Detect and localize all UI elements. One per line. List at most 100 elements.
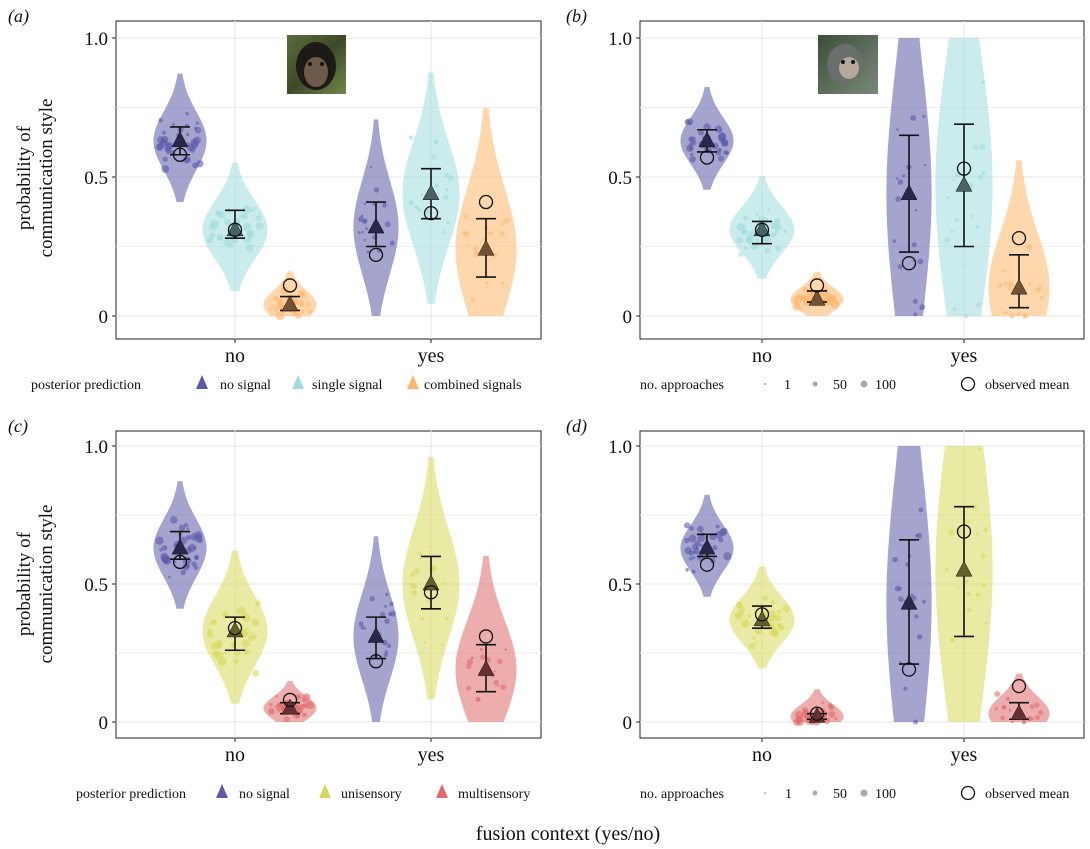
approach-point-single_signal <box>250 208 254 212</box>
observed-mean-multisensory-yes <box>478 629 494 644</box>
approach-point-combined_signals <box>307 309 313 314</box>
approach-point-no_signal <box>922 599 926 604</box>
approach-point-no_signal <box>899 661 902 664</box>
approach-point-single_signal <box>430 154 436 160</box>
approach-point-no_signal <box>714 125 723 133</box>
posterior-mean-no_signal-yes <box>900 184 918 200</box>
approach-point-no_signal <box>916 634 923 640</box>
approach-point-multisensory <box>1021 719 1027 725</box>
x-tick-label: no <box>752 744 772 766</box>
approach-point-no_signal <box>191 561 197 567</box>
approach-point-combined_signals <box>1035 287 1041 293</box>
legend-posterior-title: posterior prediction <box>31 378 141 393</box>
approach-point-single_signal <box>736 223 745 231</box>
observed-mean-no_signal-no <box>699 557 715 572</box>
approach-point-combined_signals <box>998 283 1003 288</box>
approach-point-combined_signals <box>488 231 493 236</box>
approach-point-no_signal <box>373 187 380 193</box>
approach-point-combined_signals <box>300 300 305 305</box>
approach-point-unisensory <box>244 649 250 655</box>
approach-point-multisensory <box>275 694 279 698</box>
approach-point-no_signal <box>897 264 903 270</box>
approach-point-single_signal <box>755 212 759 216</box>
approach-point-single_signal <box>767 208 771 212</box>
approach-point-unisensory <box>445 616 450 621</box>
approach-point-single_signal <box>216 211 222 217</box>
approach-point-combined_signals <box>798 307 803 311</box>
approach-point-no_signal <box>910 595 917 601</box>
approach-point-no_signal <box>363 218 368 223</box>
panel-d: (d) 0 0.5 1.0 no yes <box>566 416 1085 766</box>
approach-point-multisensory <box>496 684 500 688</box>
approach-point-no_signal <box>389 240 395 246</box>
approach-point-no_signal <box>361 230 364 234</box>
panel-c: (c) 0 0.5 1.0 no yes <box>8 416 542 766</box>
approach-point-no_signal <box>902 174 906 178</box>
approach-point-combined_signals <box>468 243 471 247</box>
approach-point-no_signal <box>691 569 696 574</box>
x-tick-label: no <box>752 345 772 367</box>
approach-point-no_signal <box>358 621 364 627</box>
approach-point-multisensory <box>1005 696 1011 702</box>
violin-combined_signals-yes <box>455 108 517 316</box>
posterior-mean-no_signal-no <box>171 538 189 555</box>
approach-point-multisensory <box>475 696 481 703</box>
approach-point-combined_signals <box>1028 282 1032 286</box>
approach-point-no_signal <box>384 604 388 608</box>
approach-point-single_signal <box>444 173 449 178</box>
x-tick-label: yes <box>418 345 445 367</box>
y-tick-label: 1.0 <box>84 29 108 50</box>
legend-size-100-dot <box>860 789 868 797</box>
legend-approaches-title: no. approaches <box>640 378 724 393</box>
approach-point-no_signal <box>684 119 690 125</box>
approach-point-combined_signals <box>500 222 504 226</box>
approach-point-no_signal <box>910 115 917 121</box>
approach-point-combined_signals <box>293 299 298 304</box>
approach-point-no_signal <box>357 231 361 235</box>
x-tick-label: yes <box>951 345 978 367</box>
approach-point-single_signal <box>242 205 252 214</box>
approach-point-combined_signals <box>1008 287 1012 291</box>
approach-point-no_signal <box>918 507 924 513</box>
approach-point-single_signal <box>978 174 984 181</box>
approach-point-single_signal <box>442 194 449 200</box>
approach-point-single_signal <box>746 237 753 243</box>
approach-point-single_signal <box>744 246 748 251</box>
approach-point-no_signal <box>692 556 696 560</box>
approach-point-no_signal <box>195 121 200 125</box>
approach-point-no_signal <box>360 214 364 218</box>
approach-point-combined_signals <box>306 302 311 306</box>
approach-point-single_signal <box>970 214 974 218</box>
approach-point-unisensory <box>441 582 445 586</box>
observed-mean-no_signal-no <box>172 554 188 570</box>
observed-mean-single_signal-yes <box>423 205 439 221</box>
approach-point-no_signal <box>160 552 168 561</box>
approach-point-no_signal <box>689 152 694 157</box>
approach-point-no_signal <box>363 202 367 206</box>
approach-point-no_signal <box>919 304 926 311</box>
panel-c-tag: (c) <box>8 416 28 437</box>
approach-point-no_signal <box>185 535 191 541</box>
approach-point-single_signal <box>206 236 213 244</box>
legend-observed-mean-marker <box>960 785 976 801</box>
approach-point-combined_signals <box>474 251 480 258</box>
legend-size-1-label: 1 <box>785 787 792 802</box>
approach-point-no_signal <box>384 618 390 624</box>
approach-point-unisensory <box>966 592 972 597</box>
approach-point-combined_signals <box>802 302 808 308</box>
approach-point-no_signal <box>385 592 389 597</box>
x-axis-label: fusion context (yes/no) <box>476 823 660 845</box>
approach-point-multisensory <box>796 715 803 722</box>
approach-point-single_signal <box>775 230 778 234</box>
approach-point-no_signal <box>155 143 164 151</box>
approach-point-combined_signals <box>275 311 285 321</box>
approach-point-unisensory <box>965 519 970 524</box>
approach-point-no_signal <box>363 238 367 242</box>
approach-point-multisensory <box>1031 717 1035 721</box>
legend-posterior-bottom: posterior prediction no signal unisensor… <box>76 784 530 802</box>
approach-point-multisensory <box>277 710 280 713</box>
y-axis-label-bottom-line2: communication style <box>36 505 57 664</box>
approach-point-no_signal <box>155 536 164 545</box>
approach-point-unisensory <box>762 595 768 601</box>
approach-point-combined_signals <box>485 281 489 285</box>
